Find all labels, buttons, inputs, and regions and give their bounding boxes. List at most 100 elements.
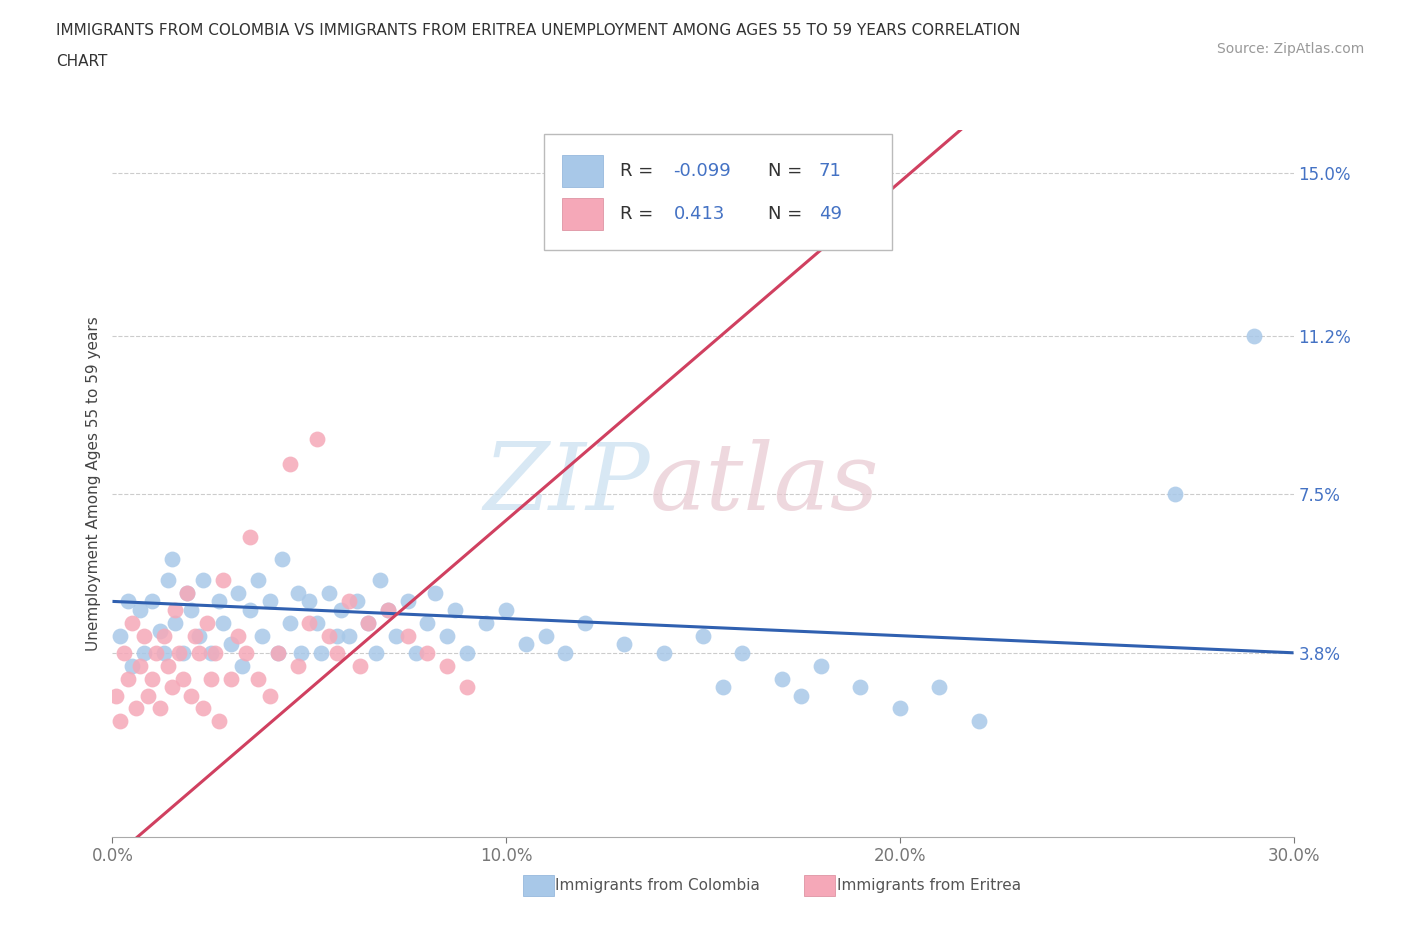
Point bbox=[318, 629, 340, 644]
Point bbox=[211, 616, 233, 631]
Point bbox=[180, 688, 202, 703]
Point bbox=[287, 658, 309, 673]
Point bbox=[117, 671, 139, 686]
Point bbox=[239, 530, 262, 545]
Point bbox=[228, 585, 250, 600]
Point bbox=[267, 645, 290, 660]
Point bbox=[117, 594, 139, 609]
Point bbox=[889, 701, 911, 716]
Point bbox=[156, 573, 179, 588]
Point bbox=[191, 701, 214, 716]
Point bbox=[152, 645, 174, 660]
Point bbox=[191, 573, 214, 588]
Point bbox=[790, 688, 813, 703]
Point bbox=[357, 616, 380, 631]
Point bbox=[416, 616, 439, 631]
Point bbox=[152, 629, 174, 644]
Point bbox=[121, 616, 143, 631]
Point bbox=[200, 671, 222, 686]
Point bbox=[172, 645, 194, 660]
Point bbox=[267, 645, 290, 660]
Point bbox=[204, 645, 226, 660]
Point bbox=[436, 658, 458, 673]
Y-axis label: Unemployment Among Ages 55 to 59 years: Unemployment Among Ages 55 to 59 years bbox=[86, 316, 101, 651]
Point bbox=[188, 645, 211, 660]
Point bbox=[1243, 328, 1265, 343]
Point bbox=[436, 629, 458, 644]
Point bbox=[810, 658, 832, 673]
Text: N =: N = bbox=[768, 205, 803, 222]
Text: N =: N = bbox=[768, 162, 803, 180]
Point bbox=[731, 645, 754, 660]
Point bbox=[278, 616, 301, 631]
Point bbox=[259, 594, 281, 609]
Point bbox=[928, 680, 950, 695]
Point bbox=[184, 629, 207, 644]
Point bbox=[105, 688, 128, 703]
Point bbox=[495, 603, 517, 618]
Point bbox=[377, 603, 399, 618]
Point bbox=[160, 680, 183, 695]
Point bbox=[125, 701, 148, 716]
Point bbox=[219, 637, 242, 652]
Text: atlas: atlas bbox=[650, 439, 879, 528]
Point bbox=[337, 594, 360, 609]
Point bbox=[405, 645, 427, 660]
Point bbox=[219, 671, 242, 686]
Point bbox=[475, 616, 498, 631]
Point bbox=[129, 658, 152, 673]
Point bbox=[211, 573, 233, 588]
Point bbox=[298, 616, 321, 631]
Point bbox=[366, 645, 388, 660]
Text: IMMIGRANTS FROM COLOMBIA VS IMMIGRANTS FROM ERITREA UNEMPLOYMENT AMONG AGES 55 T: IMMIGRANTS FROM COLOMBIA VS IMMIGRANTS F… bbox=[56, 23, 1021, 38]
Point bbox=[160, 551, 183, 566]
Point bbox=[290, 645, 312, 660]
Point bbox=[692, 629, 714, 644]
Point bbox=[396, 629, 419, 644]
Point bbox=[247, 573, 270, 588]
Point bbox=[141, 671, 163, 686]
Point bbox=[208, 714, 231, 729]
Point bbox=[270, 551, 292, 566]
Point bbox=[711, 680, 734, 695]
Point bbox=[1164, 487, 1187, 502]
Point bbox=[326, 645, 349, 660]
Point bbox=[574, 616, 596, 631]
Text: 0.413: 0.413 bbox=[673, 205, 725, 222]
Point bbox=[368, 573, 391, 588]
Point bbox=[149, 624, 172, 639]
Point bbox=[652, 645, 675, 660]
Point bbox=[278, 457, 301, 472]
FancyBboxPatch shape bbox=[562, 155, 603, 187]
Point bbox=[156, 658, 179, 673]
Point bbox=[329, 603, 352, 618]
Point bbox=[208, 594, 231, 609]
Point bbox=[326, 629, 349, 644]
Point bbox=[307, 432, 329, 446]
Text: Immigrants from Colombia: Immigrants from Colombia bbox=[555, 878, 761, 893]
Text: -0.099: -0.099 bbox=[673, 162, 731, 180]
Point bbox=[247, 671, 270, 686]
Point bbox=[136, 688, 159, 703]
Point bbox=[377, 603, 399, 618]
Point bbox=[110, 629, 132, 644]
Point bbox=[180, 603, 202, 618]
Text: Source: ZipAtlas.com: Source: ZipAtlas.com bbox=[1216, 42, 1364, 56]
Point bbox=[165, 616, 187, 631]
Point bbox=[149, 701, 172, 716]
Point bbox=[416, 645, 439, 660]
Point bbox=[188, 629, 211, 644]
Point bbox=[239, 603, 262, 618]
Point bbox=[259, 688, 281, 703]
Point bbox=[849, 680, 872, 695]
Point bbox=[195, 616, 218, 631]
Point bbox=[132, 645, 155, 660]
Point bbox=[287, 585, 309, 600]
Point bbox=[121, 658, 143, 673]
Text: ZIP: ZIP bbox=[484, 439, 650, 528]
Point bbox=[613, 637, 636, 652]
Point bbox=[307, 616, 329, 631]
Point bbox=[456, 645, 478, 660]
Point bbox=[200, 645, 222, 660]
Point bbox=[129, 603, 152, 618]
